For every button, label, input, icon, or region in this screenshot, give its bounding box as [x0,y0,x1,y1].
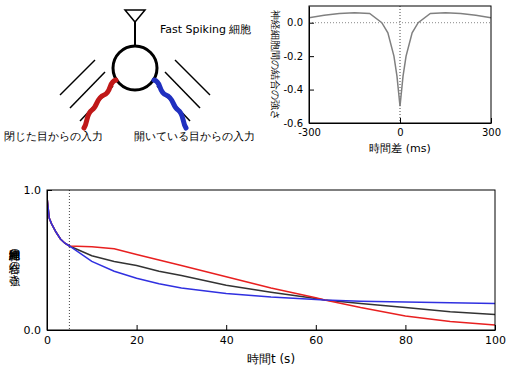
y-tick-label: 0.0 [287,17,303,28]
y-tick: 1.0 [24,184,53,197]
y-tick: -0.2 [283,51,314,62]
x-axis-line [48,330,496,331]
input-label: 閉じた目からの入力 [4,130,103,143]
x-tick-label: 60 [309,334,323,347]
y-tick-mark [309,90,314,91]
y-axis-title: 神経細胞間の結合の強さ [270,10,281,120]
neuron-diagram: Fast Spiking 細胞閉じた目からの入力 開いている目からの入力 [4,10,255,143]
x-tick-label: 0 [397,127,403,138]
y-tick: 0.0 [24,324,53,337]
y-axis: 0.0 1.0 [24,184,53,337]
x-tick-mark [400,118,401,123]
dendrite-open-eye [154,80,186,128]
y-tick-mark [47,190,52,191]
plot-frame [309,6,491,123]
x-tick-mark [137,325,138,330]
x-tick-label: 300 [482,127,501,138]
y-tick-mark [309,56,314,57]
x-tick-mark [405,325,406,330]
x-tick: 20 [130,325,144,347]
x-tick-label: 100 [485,334,506,347]
input-fiber [175,60,210,95]
x-tick-label: 0 [44,334,51,347]
x-tick-label: 80 [399,334,413,347]
plot-frame [47,190,495,330]
y-tick-label: -0.6 [283,118,303,129]
input-fiber [60,60,95,95]
y-tick: -0.6 [283,118,314,129]
reference-lines [309,6,491,123]
y-tick: -0.4 [283,84,314,95]
x-tick-mark [491,118,492,123]
x-tick: 300 [482,118,501,138]
x-tick-label: 20 [130,334,144,347]
neuron-label: Fast Spiking 細胞 [160,23,252,36]
x-axis: -300 0 300 [298,118,501,138]
plot-lines [47,197,495,325]
axon-terminal [125,10,145,22]
x-tick: 40 [220,325,234,347]
y-tick-mark [47,330,52,331]
y-axis: 0.0 -0.2 -0.4 -0.6 [283,7,314,129]
x-tick: 80 [399,325,413,347]
x-axis-title: 時間差 (ms) [369,142,431,155]
chart: 0 20 40 60 80 100 0.0 1.0 時間t (s) 神経細胞間の結合の強さ [8,184,507,366]
reference-line [309,22,491,23]
input-label: 開いている目からの入力 [134,130,255,143]
series-line [309,13,491,107]
y-tick-label: 0.0 [24,324,42,337]
axon [134,22,136,46]
chart: -300 0 300 0.0 -0.2 -0.4 -0.6 時間差 (ms) 神経細胞間の結合の… [270,6,501,155]
x-tick: 100 [485,325,506,347]
x-tick-mark [495,325,496,330]
soma [113,46,157,90]
y-tick-label: -0.2 [283,51,303,62]
x-axis-line [310,123,492,124]
y-tick-mark [309,23,314,24]
x-tick-mark [226,325,227,330]
y-axis-line [309,7,310,124]
x-axis: 0 20 40 60 80 100 [44,325,506,347]
y-tick-mark [309,123,314,124]
y-axis-line [47,191,48,331]
reference-line [69,190,70,330]
x-tick: 60 [309,325,323,347]
y-axis-title: 神経細胞間の結合の強さ [8,241,22,287]
dendrite-closed-eye [84,80,116,128]
x-tick: 0 [397,118,403,138]
series-line [47,197,495,303]
series-line [47,197,495,325]
plot-lines [309,13,491,107]
y-tick-label: 1.0 [24,184,42,197]
y-tick-label: -0.4 [283,84,303,95]
series-line [47,197,495,315]
y-tick: 0.0 [287,17,314,28]
x-axis-title: 時間t (s) [247,352,295,366]
x-tick-mark [316,325,317,330]
figure: Fast Spiking 細胞閉じた目からの入力開いている目からの入力-3000… [0,0,511,369]
x-tick-label: 40 [220,334,234,347]
x-tick-label: -300 [298,127,321,138]
reference-lines [69,190,70,330]
